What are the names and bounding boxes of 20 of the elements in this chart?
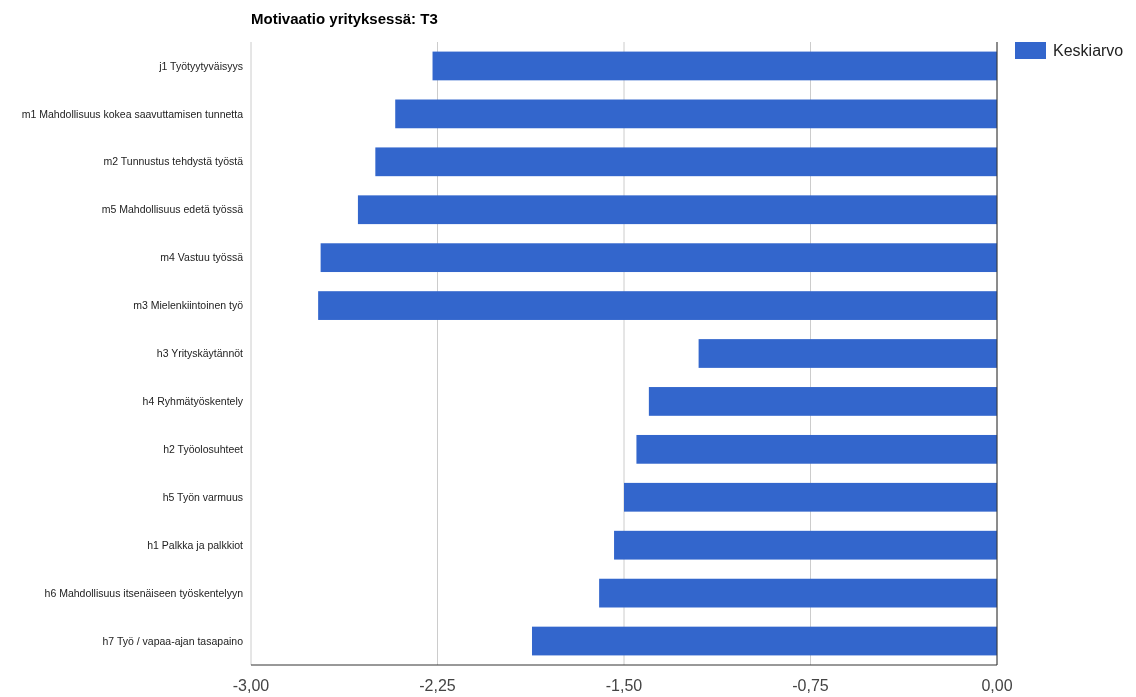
y-tick-label: m3 Mielenkiintoinen työ bbox=[133, 299, 244, 312]
y-tick-label: h6 Mahdollisuus itsenäiseen työskentelyyn bbox=[44, 586, 244, 599]
y-tick-label: h5 Työn varmuus bbox=[162, 490, 243, 503]
y-tick-label: m5 Mahdollisuus edetä työssä bbox=[101, 203, 244, 216]
y-tick-label: h3 Yrityskäytännöt bbox=[156, 347, 244, 360]
x-tick-label: -2,25 bbox=[419, 677, 456, 694]
y-tick-label: h2 Työolosuhteet bbox=[163, 443, 244, 456]
y-tick-label: j1 Työtyytyväisyys bbox=[158, 59, 243, 72]
chart-title: Motivaatio yrityksessä: T3 bbox=[251, 10, 438, 27]
x-tick-label: -0,75 bbox=[792, 677, 829, 694]
x-tick-label: 0,00 bbox=[981, 677, 1013, 694]
x-tick-label: -3,00 bbox=[232, 677, 270, 694]
x-tick-label: -1,50 bbox=[605, 677, 643, 694]
y-tick-label: m1 Mahdollisuus kokea saavuttamisen tunnetta bbox=[21, 107, 244, 120]
y-tick-label: m2 Tunnustus tehdystä työstä bbox=[103, 155, 244, 168]
y-tick-label: h1 Palkka ja palkkiot bbox=[147, 538, 244, 551]
legend-label: Keskiarvo bbox=[1053, 42, 1124, 59]
y-tick-label: h4 Ryhmätyöskentely bbox=[142, 395, 244, 408]
y-tick-label: h7 Työ / vapaa-ajan tasapaino bbox=[102, 634, 244, 647]
y-tick-label: m4 Vastuu työssä bbox=[160, 251, 244, 264]
